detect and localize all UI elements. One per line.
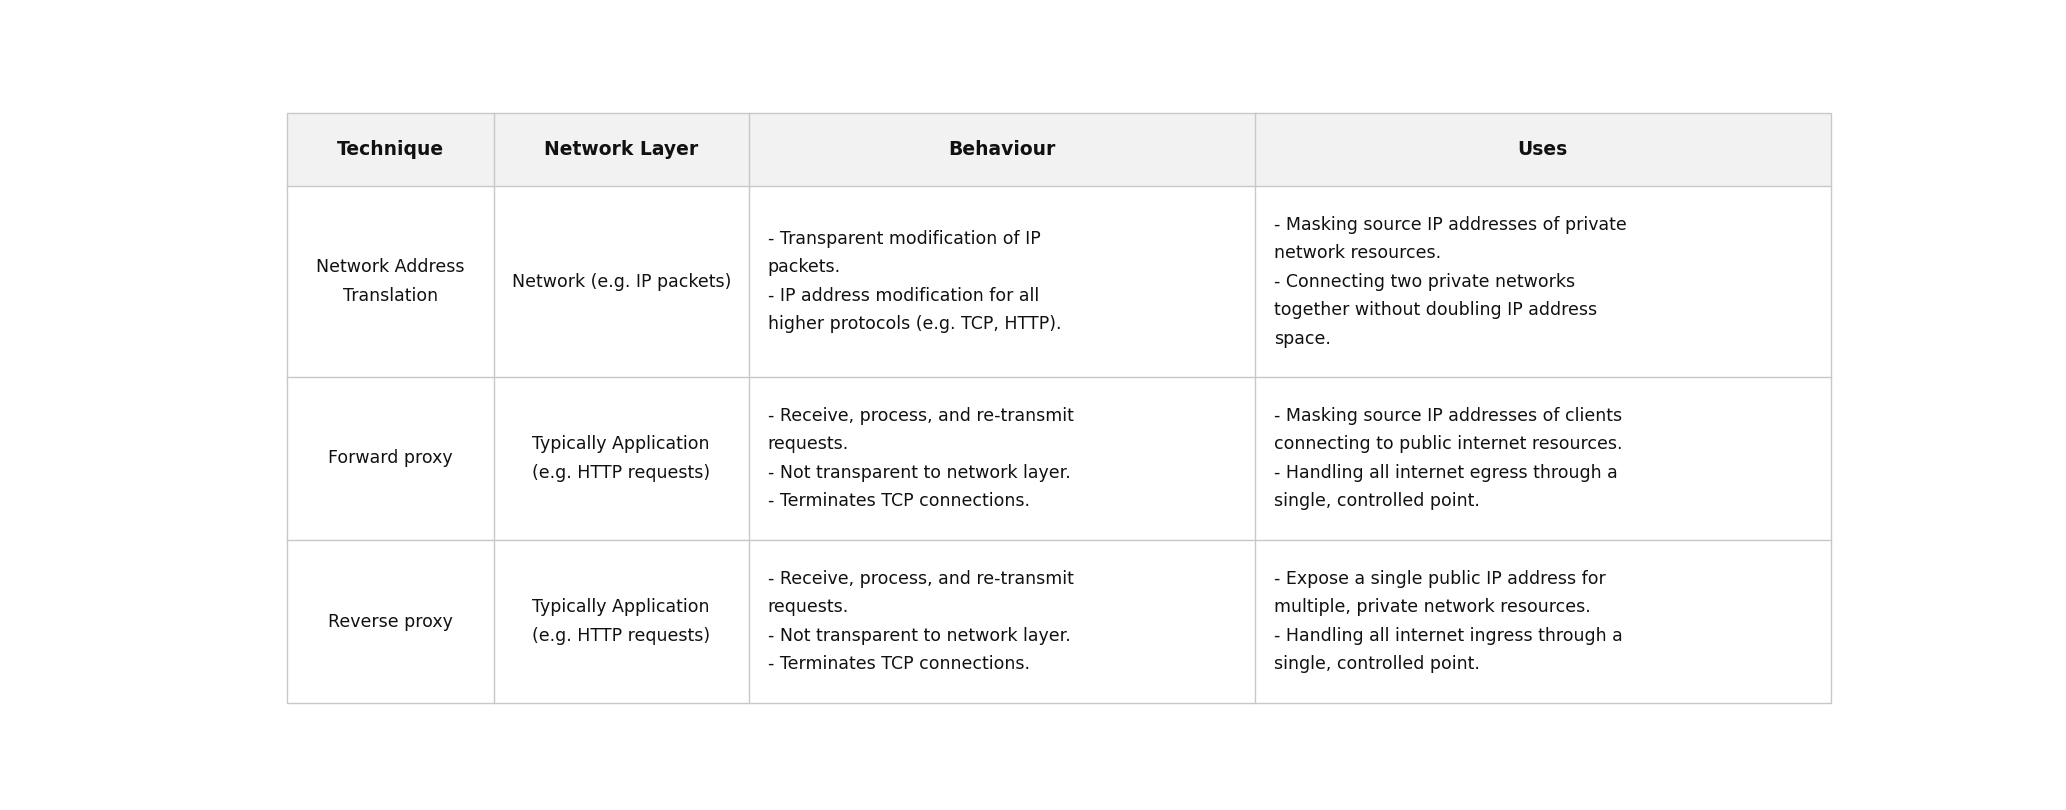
Text: Uses: Uses — [1519, 140, 1568, 159]
Text: Forward proxy: Forward proxy — [328, 450, 452, 467]
Text: Technique: Technique — [337, 140, 444, 159]
Bar — [287, 113, 1830, 186]
Bar — [287, 186, 1830, 377]
Text: Network Layer: Network Layer — [543, 140, 698, 159]
Text: Reverse proxy: Reverse proxy — [328, 612, 452, 631]
Text: - Transparent modification of IP
packets.
- IP address modification for all
high: - Transparent modification of IP packets… — [769, 230, 1062, 333]
Text: Typically Application
(e.g. HTTP requests): Typically Application (e.g. HTTP request… — [533, 599, 711, 645]
Text: Behaviour: Behaviour — [948, 140, 1056, 159]
Text: Network (e.g. IP packets): Network (e.g. IP packets) — [512, 272, 731, 291]
Text: Network Address
Translation: Network Address Translation — [316, 258, 465, 305]
Text: Typically Application
(e.g. HTTP requests): Typically Application (e.g. HTTP request… — [533, 435, 711, 482]
Text: - Receive, process, and re-transmit
requests.
- Not transparent to network layer: - Receive, process, and re-transmit requ… — [769, 407, 1074, 510]
Text: - Expose a single public IP address for
multiple, private network resources.
- H: - Expose a single public IP address for … — [1275, 570, 1622, 673]
Bar — [287, 540, 1830, 703]
Text: - Masking source IP addresses of private
network resources.
- Connecting two pri: - Masking source IP addresses of private… — [1275, 215, 1626, 347]
Text: - Receive, process, and re-transmit
requests.
- Not transparent to network layer: - Receive, process, and re-transmit requ… — [769, 570, 1074, 673]
Text: - Masking source IP addresses of clients
connecting to public internet resources: - Masking source IP addresses of clients… — [1275, 407, 1622, 510]
Bar — [287, 377, 1830, 540]
